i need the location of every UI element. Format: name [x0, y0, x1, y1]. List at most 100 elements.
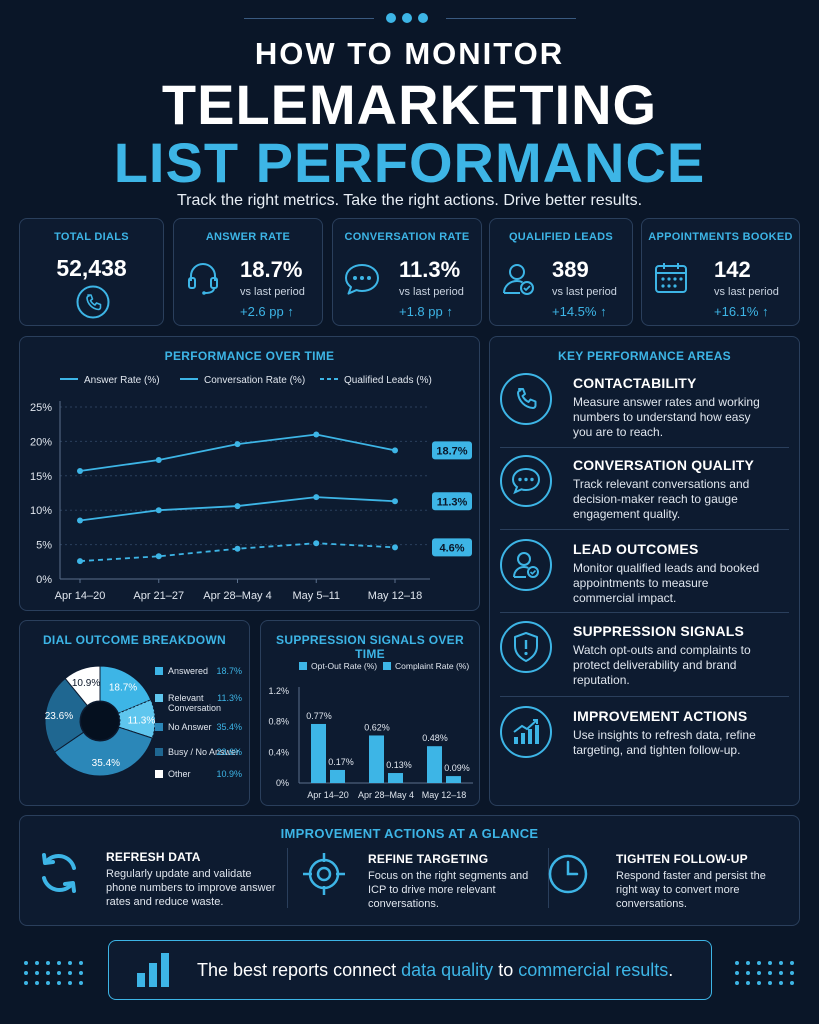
chat-bubble-icon: [511, 467, 541, 495]
improvement-item-title: REFRESH DATA: [106, 850, 201, 864]
divider: [500, 612, 789, 613]
data-point: [155, 553, 162, 560]
legend-swatch: [155, 723, 163, 731]
legend-label: Conversation: [168, 703, 221, 713]
kpi-sub: vs last period: [240, 286, 305, 298]
divider: [500, 447, 789, 448]
kpi-title: ANSWER RATE: [205, 231, 291, 243]
x-tick-label: Apr 14–20: [55, 590, 106, 602]
end-label: 18.7%: [436, 445, 467, 457]
end-label-badge: [432, 492, 472, 511]
pie-slice: [53, 726, 153, 777]
key-area-title: IMPROVEMENT ACTIONS: [573, 708, 748, 724]
bar: [311, 723, 326, 783]
kpi-title: CONVERSATION RATE: [344, 231, 470, 243]
series-line-0: [79, 433, 396, 472]
divider: [287, 848, 288, 908]
kpi-title: QUALIFIED LEADS: [508, 231, 614, 243]
slice-label: 35.4%: [92, 758, 120, 769]
legend-swatch: [299, 662, 307, 670]
legend-label: Busy / No Answer: [168, 747, 239, 757]
user-check-icon: [513, 552, 539, 578]
chart-title: PERFORMANCE OVER TIME: [164, 349, 335, 363]
bar: [369, 735, 384, 783]
kpi-sub: vs last period: [714, 286, 779, 298]
y-tick-label: 0%: [36, 574, 52, 586]
legend-label: Other: [168, 769, 191, 779]
key-area-title: SUPPRESSION SIGNALS: [573, 623, 745, 639]
footer-text: The best reports connect data quality to…: [197, 960, 674, 980]
pie-slice: [99, 665, 152, 714]
kpi-card-appointments-booked: APPOINTMENTS BOOKED 142 vs last period +…: [641, 218, 800, 326]
divider: [500, 696, 789, 697]
bar-chart-icon: [137, 953, 169, 987]
y-tick-label: 25%: [30, 402, 52, 414]
data-point: [392, 498, 398, 505]
x-tick-label: Apr 14–20: [307, 790, 349, 800]
legend-label: Relevant: [168, 693, 204, 703]
x-tick-label: Apr 28–May 4: [358, 790, 414, 800]
decorative-dots-right: [735, 961, 794, 985]
data-point: [313, 431, 320, 438]
end-label: 4.6%: [439, 542, 464, 554]
legend-label: No Answer: [168, 722, 212, 732]
header-line-right: [446, 18, 576, 19]
kpi-card-conversation-rate: CONVERSATION RATE 11.3% vs last period +…: [332, 218, 482, 326]
pie-slice: [117, 699, 156, 739]
bar: [446, 776, 461, 783]
legend-value: 35.4%: [216, 722, 242, 732]
legend-label: Answered: [168, 666, 208, 676]
arrow-up-icon: ↑: [287, 304, 294, 319]
data-point: [77, 467, 83, 474]
bar: [388, 773, 403, 783]
title-line-3: LIST PERFORMANCE: [113, 131, 706, 194]
pie-slice: [64, 665, 101, 707]
slice-label: 23.6%: [45, 711, 73, 722]
legend-value: 18.7%: [216, 666, 242, 676]
decorative-dots-left: [24, 961, 83, 985]
donut-chart: 18.7% 11.3% 35.4% 23.6% 10.9% Answered 18.7% Re…: [44, 665, 242, 779]
user-check-icon: [503, 264, 534, 295]
end-label-badge: [432, 538, 472, 557]
calendar-icon: [655, 263, 687, 293]
improvement-item-desc: Respond faster and persist the right way…: [616, 870, 766, 910]
arrow-up-icon: ↑: [600, 304, 607, 319]
legend-value: 10.9%: [216, 769, 242, 779]
data-point: [77, 558, 83, 565]
slice-label: 18.7%: [109, 682, 137, 693]
target-icon: [303, 853, 345, 895]
improvement-item-title: REFINE TARGETING: [368, 852, 489, 866]
y-tick-label: 0%: [276, 778, 289, 788]
performance-chart-card: PERFORMANCE OVER TIME Answer Rate (%) Con…: [19, 336, 480, 611]
bar-value-label: 0.48%: [422, 733, 448, 743]
legend-swatch: [155, 667, 163, 675]
x-tick-label: Apr 28–May 4: [203, 590, 271, 602]
kpi-value: 142: [714, 257, 751, 282]
headset-icon: [188, 263, 218, 295]
kpi-value: 52,438: [56, 255, 127, 281]
y-tick-label: 10%: [30, 505, 52, 517]
end-label-badge: [432, 441, 472, 460]
improvement-card: IMPROVEMENT ACTIONS AT A GLANCE REFRESH …: [19, 815, 800, 926]
data-point: [234, 545, 241, 552]
line-chart: Answer Rate (%) Conversation Rate (%) Qual…: [30, 375, 472, 602]
bar-value-label: 0.62%: [364, 722, 390, 732]
refresh-icon: [42, 853, 76, 893]
bar-value-label: 0.13%: [386, 760, 412, 770]
x-tick-label: May 12–18: [422, 790, 467, 800]
key-areas-title: KEY PERFORMANCE AREAS: [558, 349, 731, 363]
x-tick-label: May 5–11: [293, 590, 341, 602]
legend-value: 11.3%: [217, 693, 242, 703]
improvement-title: IMPROVEMENT ACTIONS AT A GLANCE: [280, 826, 539, 841]
key-area-desc: Monitor qualified leads and booked appoi…: [573, 561, 760, 605]
series-line-2: [79, 542, 396, 563]
donut-hole: [81, 702, 119, 740]
kpi-card-answer-rate: ANSWER RATE 18.7% vs last period +2.6 pp…: [173, 218, 323, 326]
chat-bubble-icon: [345, 264, 379, 295]
improvement-item-title: TIGHTEN FOLLOW-UP: [616, 852, 748, 866]
kpi-delta: +1.8 pp ↑: [399, 304, 453, 319]
growth-chart-icon: [513, 719, 539, 744]
legend-swatch: [155, 770, 163, 778]
arrow-up-icon: ↑: [446, 304, 453, 319]
title-line-1: HOW TO MONITOR: [254, 36, 565, 71]
